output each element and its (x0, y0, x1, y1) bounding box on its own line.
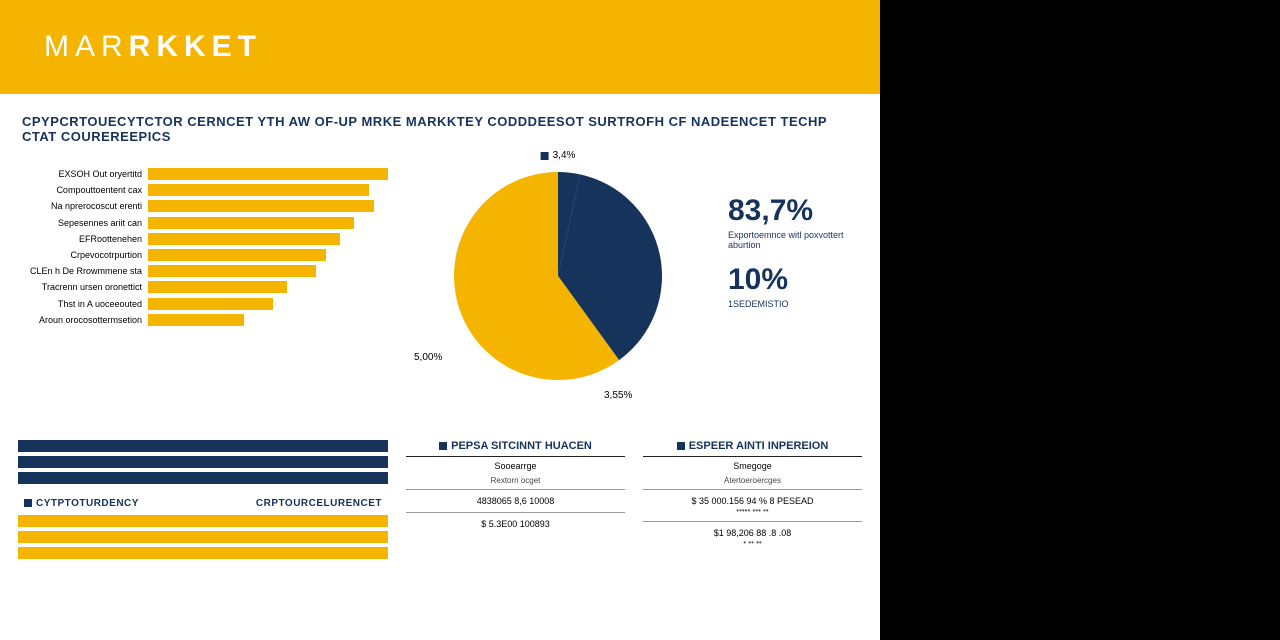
bottom-left-block: CYTPTOTURDENCYCRPTOURCELURENCET (18, 440, 388, 630)
navy-bar (18, 440, 388, 452)
table-subheader2: Rextorn ocget (406, 475, 625, 489)
bar-label: Crpevocotrpurtion (18, 250, 148, 260)
table-row: $1 98,206 88 .8 .08• •• •• (643, 521, 862, 553)
bar-label: Tracrenn ursen oronettict (18, 282, 148, 292)
stat-sub: 1SEDEMISTIO (728, 299, 858, 309)
header-title: MARRKKET (44, 30, 262, 64)
table-subheader: Sooearrge (406, 457, 625, 475)
bar-fill (148, 314, 244, 326)
yellow-bar (18, 515, 388, 527)
bar-row: Tracrenn ursen oronettict (18, 279, 388, 295)
stats-column: 83,7% Exportoemnce witl poxvottert aburti… (728, 160, 858, 440)
yellow-bar (18, 547, 388, 559)
bar-label: Na nprerocoscut erenti (18, 201, 148, 211)
stat-value: 10% (728, 265, 858, 295)
stat-value: 83,7% (728, 196, 858, 226)
bar-row: Compouttoentent cax (18, 182, 388, 198)
bar-label: Thst in A uoceeouted (18, 299, 148, 309)
bar-label: EXSOH Out oryertitd (18, 169, 148, 179)
table-title: ESPEER AINTI INPEREION (643, 440, 862, 456)
table-subheader2: Atertoeroercges (643, 475, 862, 489)
bottom-legend-item: CRPTOURCELURENCET (203, 498, 382, 509)
bar-row: Crpevocotrpurtion (18, 247, 388, 263)
header-title-light: MAR (44, 30, 129, 63)
bar-fill (148, 281, 287, 293)
bar-label: Compouttoentent cax (18, 185, 148, 195)
bar-row: EXSOH Out oryertitd (18, 166, 388, 182)
bar-fill (148, 233, 340, 245)
stat-sub: Exportoemnce witl poxvottert aburtion (728, 230, 858, 251)
bar-row: Thst in A uoceeouted (18, 296, 388, 312)
bottom-legend-item: CYTPTOTURDENCY (24, 498, 203, 509)
pie-chart: 5,00% 3,55% (454, 172, 662, 385)
report-panel: MARRKKET CPYPCRTOUECYTCTOR CERNCET YTH A… (0, 0, 880, 640)
pie-label-bottom: 3,55% (604, 390, 632, 401)
bar-label: CLEn h De Rrowmmene sta (18, 266, 148, 276)
data-table: PEPSA SITCINNT HUACENSooearrgeRextorn oc… (406, 440, 625, 630)
bar-fill (148, 265, 316, 277)
table-subheader: Smegoge (643, 457, 862, 475)
table-row: $ 5.3E00 100893 (406, 512, 625, 535)
table-row: 4838065 8,6 10008 (406, 489, 625, 512)
header-title-bold: RKKET (129, 30, 262, 63)
horizontal-bar-chart: EXSOH Out oryertitd Compouttoentent cax Na… (18, 160, 388, 440)
bar-row: Sepesennes ariit can (18, 215, 388, 231)
bar-fill (148, 298, 273, 310)
bottom-left-legend: CYTPTOTURDENCYCRPTOURCELURENCET (18, 494, 388, 515)
bar-fill (148, 217, 354, 229)
right-black-panel (880, 0, 1280, 640)
pie-chart-area: 3,4% 5,00% 3,55% (388, 160, 728, 440)
navy-bar (18, 456, 388, 468)
yellow-bar (18, 531, 388, 543)
header: MARRKKET (0, 0, 880, 94)
section-title: CPYPCRTOUECYTCTOR CERNCET YTH AW OF-UP M… (0, 94, 880, 160)
pie-legend-top-label: 3,4% (553, 150, 576, 161)
tables-area: PEPSA SITCINNT HUACENSooearrgeRextorn oc… (406, 440, 862, 630)
bar-fill (148, 168, 388, 180)
pie-legend-top: 3,4% (541, 150, 576, 161)
bar-row: Aroun orocosottermsetion (18, 312, 388, 328)
bar-row: EFRoottenehen (18, 231, 388, 247)
bar-label: Aroun orocosottermsetion (18, 315, 148, 325)
table-row: $ 35 000.156 94 % 8 PESEAD••••• ••• •• (643, 489, 862, 521)
bar-fill (148, 200, 374, 212)
pie-label-left: 5,00% (414, 352, 442, 363)
bar-row: Na nprerocoscut erenti (18, 198, 388, 214)
bar-fill (148, 249, 326, 261)
bar-label: EFRoottenehen (18, 234, 148, 244)
table-title: PEPSA SITCINNT HUACEN (406, 440, 625, 456)
bar-label: Sepesennes ariit can (18, 218, 148, 228)
bar-fill (148, 184, 369, 196)
bar-row: CLEn h De Rrowmmene sta (18, 263, 388, 279)
data-table: ESPEER AINTI INPEREIONSmegogeAtertoeroer… (643, 440, 862, 630)
navy-bar (18, 472, 388, 484)
